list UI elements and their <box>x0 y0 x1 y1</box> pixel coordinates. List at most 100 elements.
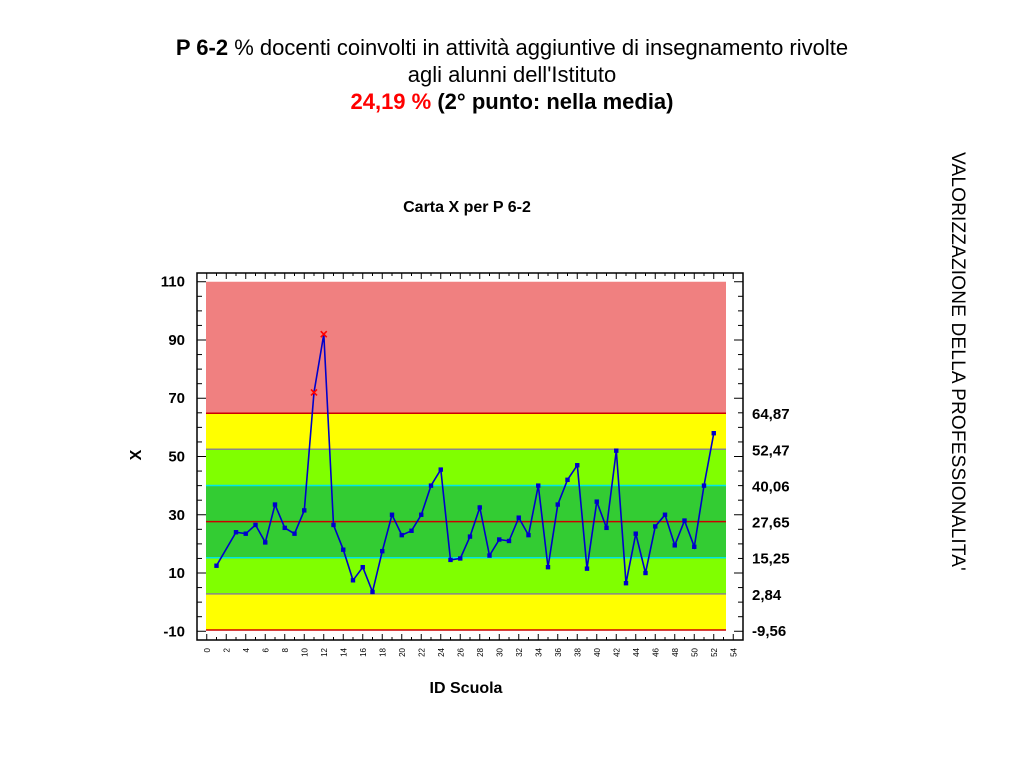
x-tick-label: 34 <box>534 647 543 656</box>
x-tick-label: 2 <box>222 647 231 652</box>
data-point <box>263 540 268 545</box>
x-tick-label: 20 <box>398 647 407 656</box>
x-tick-label: 22 <box>417 647 426 656</box>
limit-label-minus-1sigma: 15,25 <box>752 551 790 568</box>
data-point <box>341 547 346 552</box>
data-point <box>214 563 219 568</box>
limit-label-ucl: 64,87 <box>752 406 790 423</box>
side-section-label: VALORIZZAZIONE DELLA PROFESSIONALITA' <box>947 152 968 571</box>
data-point <box>545 564 551 570</box>
y-tick-label: 50 <box>168 449 185 466</box>
zone-band-2 <box>206 449 726 486</box>
x-tick-label: 48 <box>671 647 680 656</box>
x-axis-label: ID Scuola <box>430 680 503 697</box>
data-point <box>448 557 453 563</box>
x-tick-label: 4 <box>242 647 251 652</box>
y-axis-label: X <box>128 449 145 460</box>
data-point <box>292 531 297 536</box>
x-tick-label: 24 <box>437 647 446 656</box>
title-line-2: agli alunni dell'Istituto <box>407 62 617 87</box>
data-point <box>302 508 307 513</box>
data-point <box>370 589 375 595</box>
limit-label-center: 27,65 <box>752 515 790 532</box>
y-tick-label: 110 <box>161 274 185 291</box>
x-tick-label: 8 <box>281 647 290 652</box>
data-point <box>272 502 278 507</box>
x-tick-label: 50 <box>690 647 699 656</box>
data-point <box>526 532 531 538</box>
x-tick-label: 44 <box>632 647 641 656</box>
data-point <box>692 544 697 549</box>
x-tick-label: 54 <box>729 647 738 656</box>
x-tick-label: 18 <box>378 647 387 656</box>
data-point <box>233 530 239 535</box>
data-point <box>604 525 609 531</box>
title-line-1: P 6-2 % docenti coinvolti in attività ag… <box>0 34 1024 61</box>
x-tick-label: 30 <box>495 647 504 656</box>
data-point <box>467 534 473 539</box>
x-tick-label: 10 <box>300 647 309 656</box>
data-point <box>614 448 619 453</box>
data-point <box>584 566 590 571</box>
indicator-position: (2° punto: nella media) <box>437 89 674 114</box>
data-point <box>438 467 443 472</box>
data-point <box>643 570 648 576</box>
data-point <box>458 556 463 561</box>
data-point <box>399 532 404 538</box>
x-tick-label: 42 <box>612 647 621 656</box>
x-tick-label: 12 <box>320 647 329 656</box>
zone-band-0 <box>206 281 726 414</box>
slide-title: P 6-2 % docenti coinvolti in attività ag… <box>0 34 1024 115</box>
data-point <box>253 522 258 528</box>
zone-band-4 <box>206 557 726 594</box>
y-tick-label: 30 <box>168 507 185 524</box>
outlier-point <box>310 388 318 396</box>
outlier-marker-stroke <box>320 330 328 338</box>
limit-label-lcl: -9,56 <box>752 623 786 640</box>
data-point <box>633 531 638 536</box>
x-tick-label: 36 <box>554 647 563 656</box>
data-point <box>380 548 385 554</box>
x-tick-label: 32 <box>515 647 524 656</box>
data-point <box>428 483 434 488</box>
data-point <box>565 477 570 483</box>
chart-title: Carta X per P 6-2 <box>403 199 531 216</box>
data-point <box>701 483 707 488</box>
y-tick-label: 70 <box>168 390 185 407</box>
data-point <box>477 505 482 510</box>
limit-label-plus-2sigma: 52,47 <box>752 442 790 459</box>
data-point <box>623 581 629 586</box>
data-point <box>497 537 502 542</box>
zone-band-5 <box>206 593 726 630</box>
x-tick-label: 46 <box>651 647 660 656</box>
limit-label-plus-1sigma: 40,06 <box>752 478 790 495</box>
data-point <box>516 515 521 520</box>
data-point <box>487 553 492 558</box>
data-point <box>409 528 414 533</box>
outlier-point <box>320 330 328 338</box>
zone-band-1 <box>206 413 726 450</box>
x-tick-label: 52 <box>710 647 719 656</box>
data-point <box>331 522 336 528</box>
indicator-value: 24,19 % <box>350 89 432 114</box>
data-point <box>389 512 395 517</box>
data-point <box>419 512 424 517</box>
data-point <box>555 502 560 507</box>
x-tick-label: 40 <box>593 647 602 656</box>
x-tick-label: 26 <box>456 647 465 656</box>
data-point <box>360 564 365 570</box>
data-point <box>594 499 599 504</box>
x-tick-label: 16 <box>359 647 368 656</box>
y-tick-label: 10 <box>168 565 185 582</box>
data-point <box>575 463 580 468</box>
data-point <box>682 518 687 523</box>
outlier-marker-stroke <box>310 388 318 396</box>
data-point <box>536 483 541 488</box>
indicator-code: P 6-2 <box>175 35 229 60</box>
data-point <box>350 578 356 583</box>
x-tick-label: 6 <box>261 647 270 652</box>
x-tick-label: 38 <box>573 647 582 656</box>
data-point <box>711 430 716 436</box>
data-point <box>506 538 512 544</box>
